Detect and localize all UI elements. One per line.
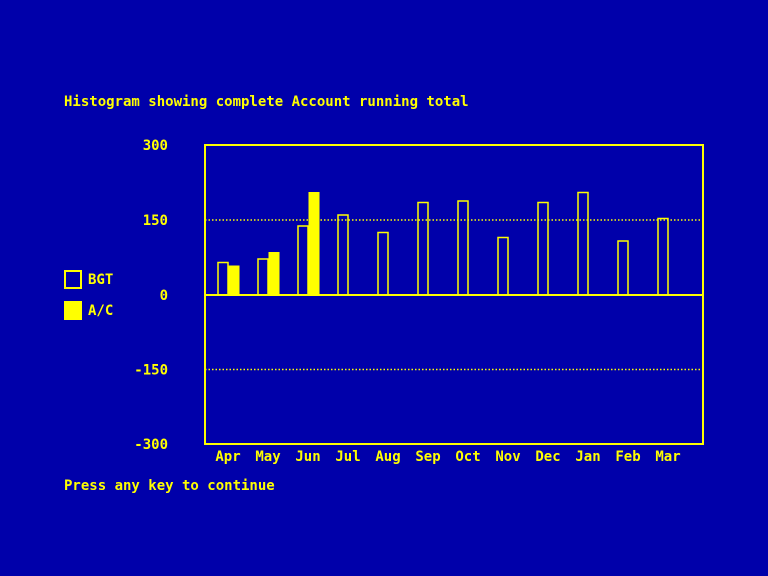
x-tick-label: Apr [215,449,240,465]
x-tick-label: Sep [415,449,440,465]
x-tick-label: Feb [615,449,640,465]
bar-bgt [617,240,629,296]
chart-title: Histogram showing complete Account runni… [64,94,469,110]
x-tick-label: Nov [495,449,520,465]
bar-bgt [217,261,229,296]
y-tick-label: 300 [143,138,168,154]
y-tick-label: 0 [160,288,168,304]
x-tick-label: Dec [535,449,560,465]
bar-bgt [417,201,429,296]
y-tick-label: -300 [134,437,168,453]
bar-ac [268,252,280,296]
legend-swatch-outline [64,270,82,289]
bar-ac [228,265,240,296]
x-tick-label: Jul [335,449,360,465]
legend-label-bgt: BGT [88,272,114,288]
y-tick-label: 150 [143,213,168,229]
y-tick-label: -150 [134,363,168,379]
x-tick-label: Jun [295,449,320,465]
bar-bgt [457,200,469,296]
bar-ac [308,192,320,296]
x-tick-label: Aug [375,449,400,465]
bar-bgt [577,191,589,296]
bar-bgt [337,214,349,296]
legend-swatch-filled [64,301,82,320]
x-tick-label: May [255,449,281,465]
bar-bgt [377,231,389,296]
bar-bgt [497,236,509,296]
x-tick-label: Mar [655,449,680,465]
x-tick-label: Jan [575,449,600,465]
bar-bgt [297,225,309,296]
bar-bgt [537,201,549,296]
bar-bgt [257,258,269,296]
bar-bgt [657,217,669,296]
x-tick-label: Oct [455,449,480,465]
continue-prompt: Press any key to continue [64,478,275,494]
legend-label-ac: A/C [88,303,114,319]
